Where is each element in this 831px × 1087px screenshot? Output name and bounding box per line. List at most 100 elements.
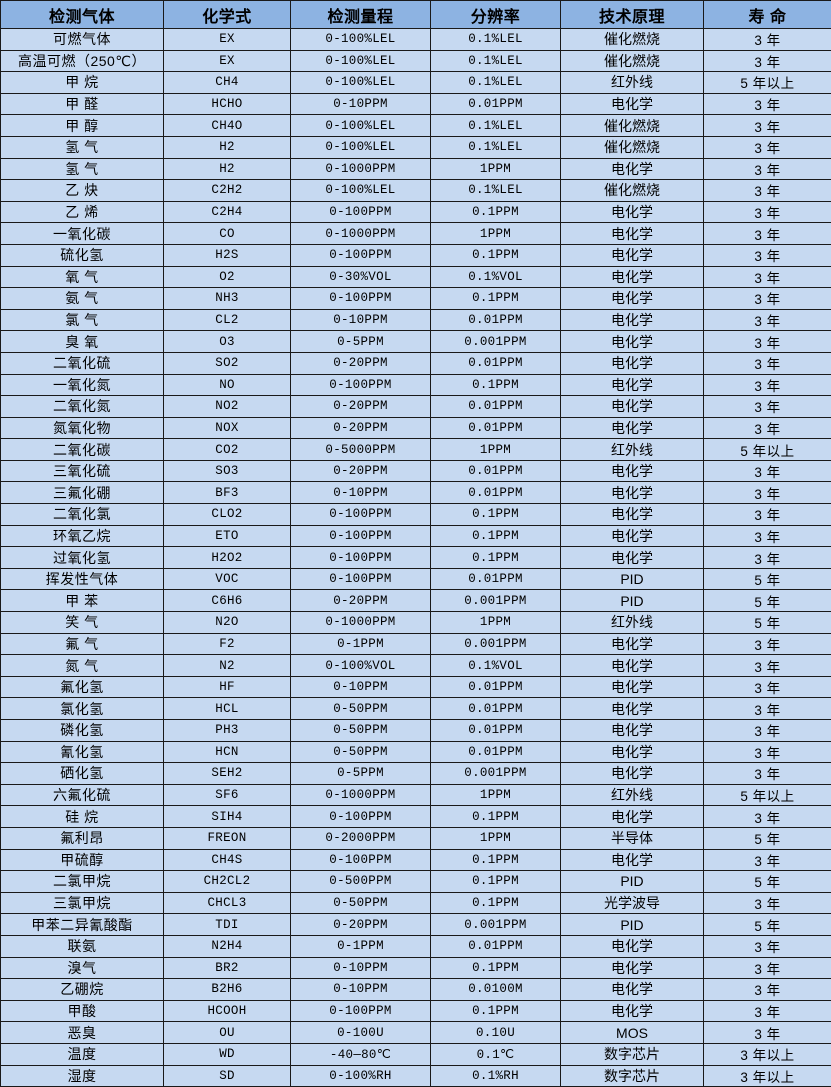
cell-resolution: 0.1PPM	[431, 849, 561, 871]
cell-gas: 甲 烷	[1, 72, 164, 94]
cell-technology: 电化学	[561, 331, 704, 353]
cell-formula: H2	[164, 136, 291, 158]
cell-resolution: 0.1%LEL	[431, 136, 561, 158]
column-header-lifespan: 寿 命	[704, 1, 831, 29]
cell-formula: N2O	[164, 612, 291, 634]
cell-gas: 甲硫醇	[1, 849, 164, 871]
cell-technology: PID	[561, 590, 704, 612]
cell-lifespan: 3 年	[704, 720, 831, 742]
cell-gas: 甲苯二异氰酸酯	[1, 914, 164, 936]
cell-technology: 红外线	[561, 784, 704, 806]
cell-range: 0-1PPM	[291, 633, 431, 655]
cell-resolution: 0.1PPM	[431, 871, 561, 893]
cell-lifespan: 3 年	[704, 547, 831, 569]
cell-range: 0-100U	[291, 1022, 431, 1044]
cell-lifespan: 3 年	[704, 29, 831, 51]
cell-resolution: 0.1%LEL	[431, 115, 561, 137]
cell-lifespan: 3 年	[704, 460, 831, 482]
cell-technology: 电化学	[561, 288, 704, 310]
cell-lifespan: 5 年	[704, 914, 831, 936]
cell-gas: 联氨	[1, 935, 164, 957]
cell-lifespan: 5 年以上	[704, 784, 831, 806]
cell-formula: CO	[164, 223, 291, 245]
cell-formula: CH4O	[164, 115, 291, 137]
cell-technology: 电化学	[561, 806, 704, 828]
cell-resolution: 0.01PPM	[431, 676, 561, 698]
cell-gas: 乙硼烷	[1, 979, 164, 1001]
cell-gas: 硅 烷	[1, 806, 164, 828]
cell-range: 0-1000PPM	[291, 223, 431, 245]
cell-resolution: 0.1%RH	[431, 1065, 561, 1087]
cell-resolution: 0.1%VOL	[431, 266, 561, 288]
cell-formula: CH4S	[164, 849, 291, 871]
cell-range: 0-10PPM	[291, 957, 431, 979]
cell-technology: 电化学	[561, 244, 704, 266]
cell-range: 0-50PPM	[291, 698, 431, 720]
cell-gas: 甲 苯	[1, 590, 164, 612]
cell-gas: 氯化氢	[1, 698, 164, 720]
cell-formula: CH4	[164, 72, 291, 94]
cell-range: 0-100%LEL	[291, 29, 431, 51]
cell-range: 0-1000PPM	[291, 612, 431, 634]
cell-gas: 二氧化氮	[1, 396, 164, 418]
cell-lifespan: 5 年以上	[704, 72, 831, 94]
cell-range: 0-100PPM	[291, 525, 431, 547]
cell-lifespan: 3 年以上	[704, 1065, 831, 1087]
cell-resolution: 0.1PPM	[431, 288, 561, 310]
cell-resolution: 0.1PPM	[431, 504, 561, 526]
cell-lifespan: 3 年	[704, 935, 831, 957]
cell-lifespan: 3 年	[704, 525, 831, 547]
cell-range: 0-20PPM	[291, 914, 431, 936]
cell-technology: 数字芯片	[561, 1043, 704, 1065]
cell-gas: 三氯甲烷	[1, 892, 164, 914]
cell-resolution: 0.001PPM	[431, 331, 561, 353]
cell-resolution: 0.1%LEL	[431, 50, 561, 72]
cell-lifespan: 3 年	[704, 1022, 831, 1044]
cell-gas: 氧 气	[1, 266, 164, 288]
cell-technology: 电化学	[561, 352, 704, 374]
cell-lifespan: 3 年	[704, 482, 831, 504]
table-header: 检测气体 化学式 检测量程 分辨率 技术原理 寿 命	[1, 1, 831, 29]
header-row: 检测气体 化学式 检测量程 分辨率 技术原理 寿 命	[1, 1, 831, 29]
cell-range: 0-10PPM	[291, 482, 431, 504]
cell-range: 0-100%LEL	[291, 180, 431, 202]
cell-range: 0-10PPM	[291, 309, 431, 331]
cell-resolution: 0.1PPM	[431, 1000, 561, 1022]
cell-range: 0-20PPM	[291, 396, 431, 418]
cell-resolution: 0.01PPM	[431, 460, 561, 482]
cell-technology: 电化学	[561, 849, 704, 871]
cell-formula: CLO2	[164, 504, 291, 526]
cell-resolution: 1PPM	[431, 439, 561, 461]
cell-lifespan: 3 年	[704, 136, 831, 158]
cell-resolution: 0.01PPM	[431, 720, 561, 742]
cell-range: 0-100%RH	[291, 1065, 431, 1087]
cell-technology: 电化学	[561, 201, 704, 223]
cell-formula: C2H4	[164, 201, 291, 223]
cell-gas: 硫化氢	[1, 244, 164, 266]
cell-range: 0-1PPM	[291, 935, 431, 957]
cell-technology: MOS	[561, 1022, 704, 1044]
cell-technology: 电化学	[561, 460, 704, 482]
cell-lifespan: 3 年	[704, 806, 831, 828]
cell-gas: 乙 烯	[1, 201, 164, 223]
cell-lifespan: 5 年	[704, 871, 831, 893]
cell-formula: ETO	[164, 525, 291, 547]
cell-resolution: 0.01PPM	[431, 309, 561, 331]
cell-gas: 一氧化氮	[1, 374, 164, 396]
